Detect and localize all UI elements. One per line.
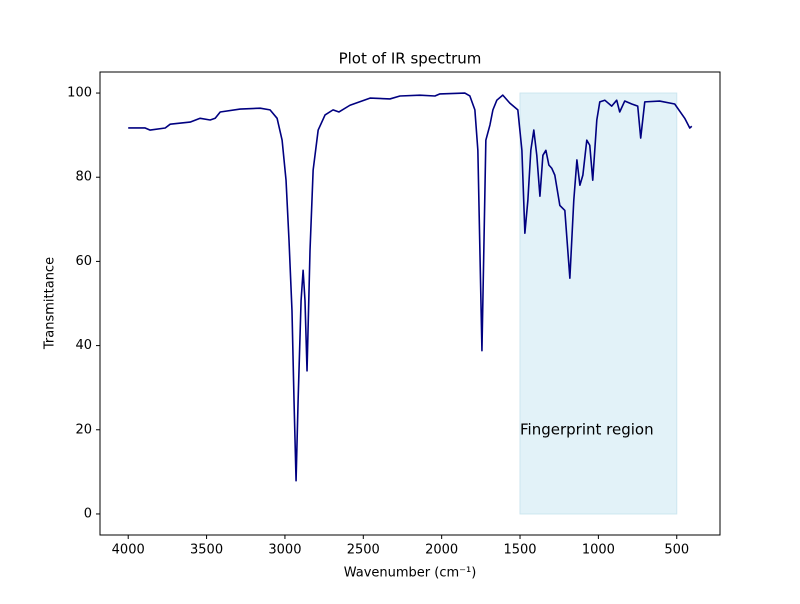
x-tick-label: 2500 <box>347 543 380 558</box>
x-tick-label: 1000 <box>582 543 615 558</box>
y-tick-label: 60 <box>75 254 92 269</box>
x-axis-label: Wavenumber (cm⁻¹) <box>344 566 477 581</box>
annotation: Fingerprint region <box>520 420 654 438</box>
fingerprint-span <box>519 92 678 515</box>
x-tick-label: 1500 <box>503 543 536 558</box>
y-axis-label: Transmittance <box>43 257 58 350</box>
y-tick-label: 100 <box>67 86 92 101</box>
chart-title: Plot of IR spectrum <box>339 50 482 68</box>
x-tick-label: 2000 <box>425 543 458 558</box>
y-tick-label: 20 <box>75 422 92 437</box>
plot-frame <box>99 71 721 536</box>
y-tick-label: 0 <box>84 506 92 521</box>
x-tick-label: 3000 <box>268 543 301 558</box>
x-tick-label: 500 <box>664 543 689 558</box>
y-tick-label: 40 <box>75 338 92 353</box>
spectrum-line <box>128 92 693 482</box>
x-tick-label: 3500 <box>190 543 223 558</box>
x-tick-label: 4000 <box>112 543 145 558</box>
y-tick-label: 80 <box>75 170 92 185</box>
